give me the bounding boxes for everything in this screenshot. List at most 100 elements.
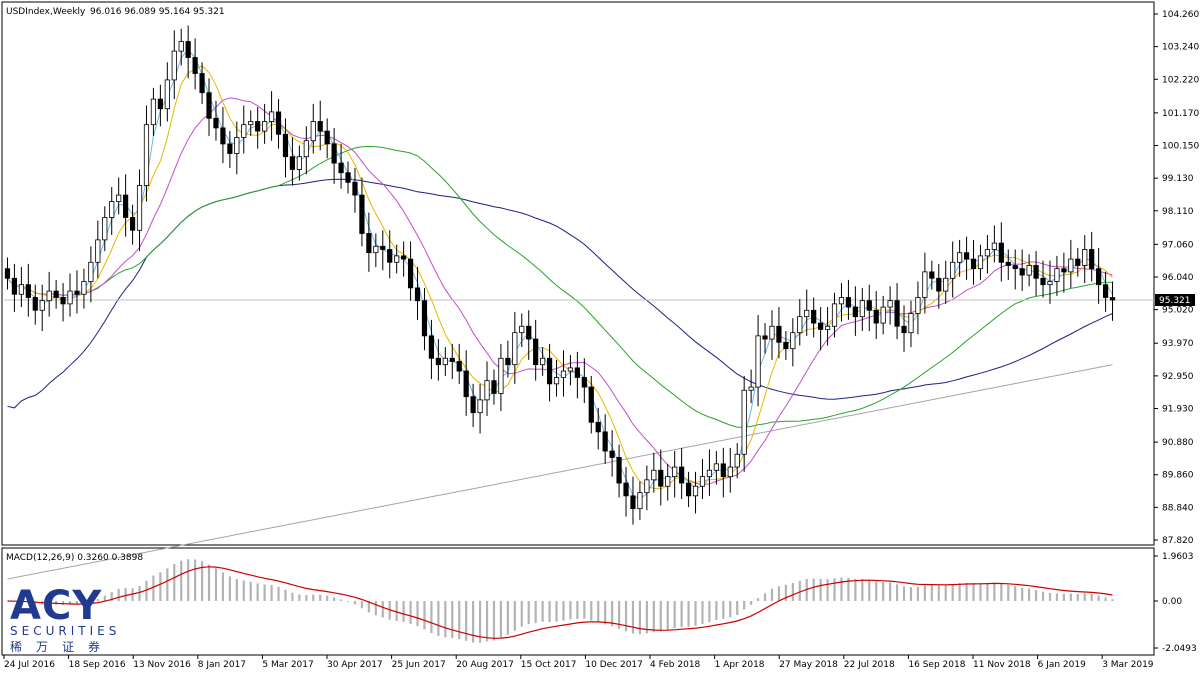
candle-body — [908, 313, 914, 334]
candle-body — [790, 332, 796, 350]
y-tick-label: 97.060 — [1162, 240, 1194, 250]
candle-body — [18, 284, 24, 295]
y-tick-label: 98.110 — [1162, 207, 1194, 217]
candle-body — [491, 380, 497, 394]
y-tick-label: 91.930 — [1162, 405, 1194, 415]
x-tick-label: 6 Jan 2019 — [1038, 660, 1086, 670]
macd-label: MACD(12,26,9) 0.3260 0.3898 — [6, 553, 143, 563]
candle-body — [845, 297, 852, 308]
candle-body — [873, 309, 879, 324]
x-tick-label: 25 Jun 2017 — [392, 660, 446, 670]
candle-body — [116, 194, 122, 202]
candle-body — [1012, 265, 1018, 270]
candle-body — [234, 137, 240, 154]
x-tick-label: 30 Apr 2017 — [327, 660, 383, 670]
candle-body — [275, 111, 282, 135]
candle-body — [963, 252, 970, 260]
candle-body — [157, 98, 163, 110]
axis-layer: 104.260 103.240 102.220 101.170 100.150 99.13… — [3, 10, 1199, 670]
candle-body — [366, 233, 372, 254]
candle-body — [567, 367, 574, 372]
candle-body — [435, 357, 441, 366]
candle-body — [484, 380, 490, 401]
candle-body — [1089, 249, 1095, 270]
candle-body — [651, 469, 657, 481]
candle-body — [60, 297, 66, 305]
candle-body — [463, 370, 469, 398]
y-tick-label: 87.820 — [1162, 536, 1194, 546]
macd-tick-label: 0.00 — [1162, 597, 1182, 607]
candle-body — [352, 181, 358, 196]
candle-body — [658, 469, 664, 487]
candle-body — [581, 377, 587, 388]
x-tick-label: 3 Mar 2019 — [1102, 660, 1154, 670]
candle-body — [129, 217, 136, 231]
x-tick-label: 8 Jan 2017 — [198, 660, 246, 670]
candle-body — [470, 396, 476, 414]
candle-body — [1082, 249, 1088, 266]
candle-body — [345, 172, 351, 183]
ma-grey-line — [7, 364, 1113, 580]
candle-body — [672, 466, 678, 478]
candle-body — [428, 335, 435, 359]
candle-body — [317, 121, 323, 132]
candle-body — [67, 290, 73, 305]
candle-body — [498, 357, 504, 394]
candle-body — [53, 290, 59, 298]
candle-body — [255, 121, 261, 132]
macd-signal-line — [7, 566, 1113, 639]
candle-body — [213, 117, 219, 129]
candle-body — [748, 386, 754, 391]
x-tick-label: 10 Dec 2017 — [585, 660, 643, 670]
current-price-box — [1155, 294, 1195, 307]
candle-body — [1054, 268, 1060, 282]
candle-body — [387, 249, 393, 263]
candle-body — [950, 261, 956, 279]
candle-body — [1033, 265, 1039, 279]
candle-body — [859, 300, 865, 318]
x-tick-label: 22 Jul 2018 — [844, 660, 895, 670]
candle-body — [936, 277, 942, 292]
candle-body — [553, 377, 560, 385]
candle-body — [616, 457, 622, 484]
candle-body — [1047, 281, 1053, 286]
candle-body — [915, 297, 921, 314]
y-tick-label: 89.860 — [1162, 471, 1194, 481]
ma-green-line — [7, 145, 1113, 428]
candle-body — [1061, 268, 1067, 273]
candle-body — [109, 201, 115, 218]
candle-body — [679, 466, 685, 484]
ma-fast-line — [7, 49, 1113, 500]
logo-word: ACY — [10, 583, 103, 629]
candle-body — [929, 271, 935, 279]
candle-body — [998, 242, 1004, 263]
candle-body — [46, 290, 52, 302]
candle-body — [164, 79, 170, 110]
y-tick-label: 92.950 — [1162, 372, 1194, 382]
candle-body — [755, 335, 761, 388]
ma-mid-line — [7, 65, 1113, 490]
candle-body — [685, 482, 692, 497]
candle-body — [477, 399, 483, 414]
candle-body — [394, 255, 400, 263]
candle-body — [143, 124, 150, 186]
candle-body — [533, 338, 539, 366]
candle-body — [282, 133, 289, 158]
candle-body — [769, 325, 775, 340]
candle-body — [241, 124, 247, 138]
x-tick-label: 5 Mar 2017 — [262, 660, 313, 670]
candle-body — [713, 463, 719, 471]
candle-body — [692, 485, 699, 497]
candle-body — [227, 143, 233, 154]
candle-body — [102, 217, 108, 241]
candle-body — [831, 303, 838, 327]
candle-body — [540, 357, 546, 366]
candle-body — [421, 300, 428, 337]
candle-body — [303, 140, 309, 158]
candle-body — [1096, 268, 1102, 286]
candle-body — [880, 306, 886, 324]
candle-body — [804, 309, 810, 318]
candle-body — [373, 245, 379, 254]
candle-body — [310, 121, 316, 142]
